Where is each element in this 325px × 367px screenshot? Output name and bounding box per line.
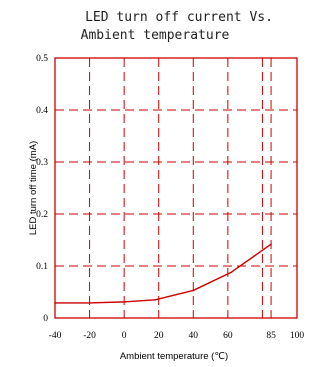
chart-title-line-2: Ambient temperature xyxy=(81,28,230,43)
x-tick-label-0: -40 xyxy=(49,331,62,341)
data-point xyxy=(154,299,157,301)
y-tick-label-4: 0.4 xyxy=(36,106,48,116)
x-tick-label-1: -20 xyxy=(83,331,96,341)
data-point xyxy=(270,243,272,245)
data-point xyxy=(88,302,91,304)
y-axis-label: LED turn off time (mA) xyxy=(28,141,39,235)
series-layer xyxy=(54,243,272,304)
y-tick-label-2: 0.2 xyxy=(36,210,48,220)
series-line-0 xyxy=(55,243,272,304)
axis-ticks: -40 -20 0 20 40 60 85 100 0 0.1 0.2 0.3 0.4 0.5 xyxy=(36,54,304,341)
y-tick-label-3: 0.3 xyxy=(36,158,48,168)
x-axis-label: Ambient temperature (℃) xyxy=(120,351,228,362)
x-tick-label-7: 100 xyxy=(290,331,305,341)
grid-lines xyxy=(55,58,297,318)
x-tick-label-2: 0 xyxy=(122,331,127,341)
y-tick-label-5: 0.5 xyxy=(36,54,48,64)
data-point xyxy=(192,289,195,292)
x-tick-label-6: 85 xyxy=(266,331,276,341)
x-tick-label-3: 20 xyxy=(154,331,164,341)
x-tick-label-4: 40 xyxy=(189,331,199,341)
y-tick-label-0: 0 xyxy=(43,314,48,324)
data-point xyxy=(123,301,125,303)
data-point xyxy=(54,302,56,304)
data-point xyxy=(230,271,233,274)
plot-frame xyxy=(54,57,298,319)
x-tick-label-5: 60 xyxy=(223,331,233,341)
y-tick-label-1: 0.1 xyxy=(36,262,48,272)
chart-title-line-1: LED turn off current Vs. xyxy=(85,10,273,25)
